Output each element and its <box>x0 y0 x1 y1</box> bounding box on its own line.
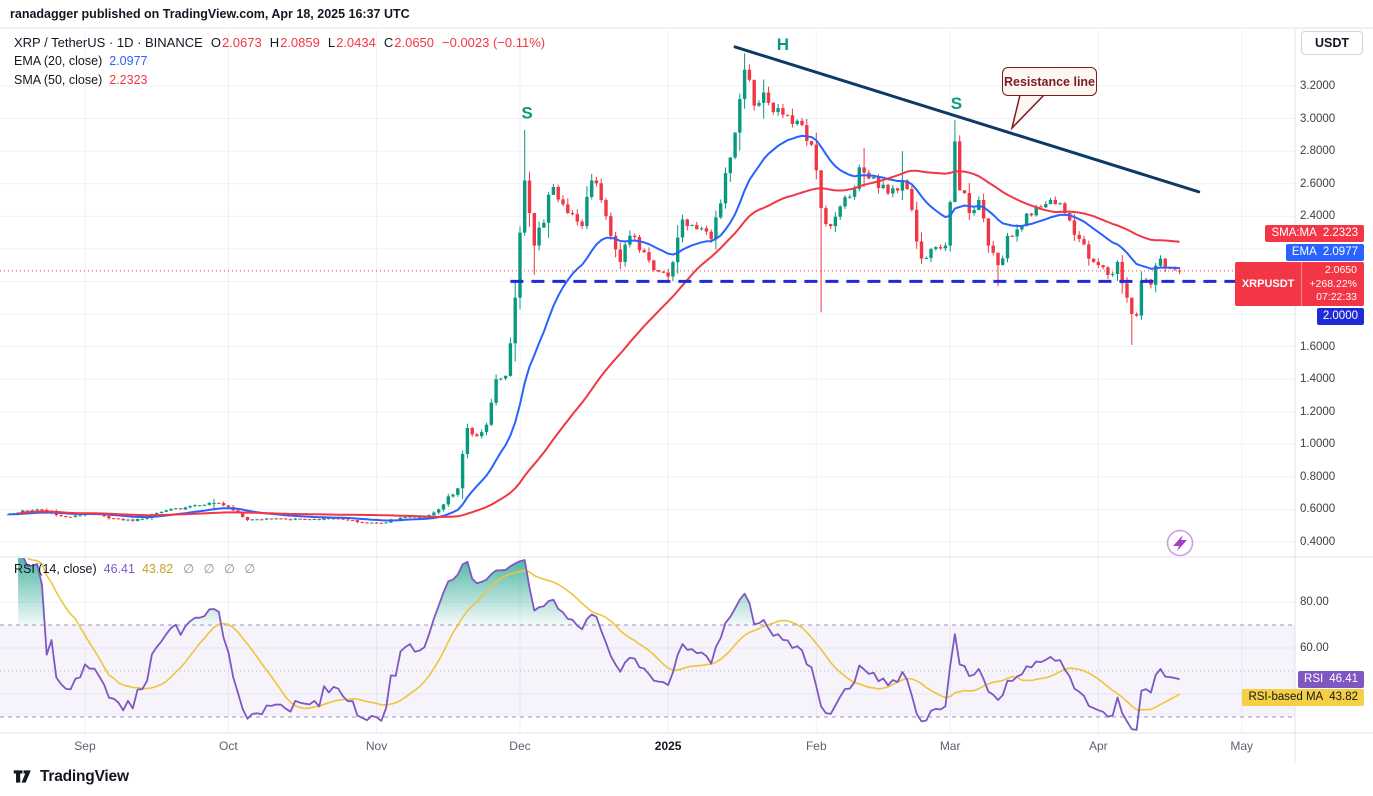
month-label: 2025 <box>654 739 682 753</box>
price-tick-label: 1.0000 <box>1300 438 1336 451</box>
rsi-indicator-label[interactable]: RSI (14, close) <box>14 562 97 576</box>
month-label: Oct <box>219 739 238 753</box>
tradingview-logo-text: TradingView <box>40 767 129 785</box>
price-tick-label: 2.8000 <box>1300 145 1336 158</box>
rsi-tick-label: 60.00 <box>1300 642 1329 654</box>
ema-badge-label: EMA <box>1291 245 1317 258</box>
rsi-badge-value: 46.41 <box>1329 672 1358 685</box>
rsi-band <box>0 625 1295 717</box>
time-axis[interactable]: Sep Oct Nov Dec 2025 Feb Mar Apr May <box>0 733 1295 763</box>
sma-price-badge: SMA:MA 2.2323 <box>1265 225 1364 243</box>
rsi-value: 46.41 <box>103 562 135 576</box>
pattern-label-s-0[interactable]: S <box>521 104 532 123</box>
rsi-ma-value: 43.82 <box>141 562 174 576</box>
price-tick-label: 1.6000 <box>1300 340 1336 353</box>
price-tick-label: 0.4000 <box>1300 535 1336 548</box>
last-price: 2.0650 <box>1324 264 1357 277</box>
change-value: −0.0023 (−0.11%) <box>442 35 546 50</box>
tradingview-logo-icon <box>13 770 31 783</box>
bar-countdown: 07:22:33 <box>1316 291 1357 304</box>
price-tick-label: 0.8000 <box>1300 470 1336 483</box>
pattern-label-h-1[interactable]: H <box>777 35 789 54</box>
high-value: 2.0859 <box>280 35 320 50</box>
rsi-overbought-fill <box>432 560 577 625</box>
last-price-badge-symbol: XRPUSDT <box>1235 262 1303 307</box>
sma-badge-label: SMA:MA <box>1271 227 1317 240</box>
rsi-tick-label: 80.00 <box>1300 596 1329 608</box>
price-tick-label: 3.0000 <box>1300 112 1336 125</box>
tradingview-branding[interactable]: TradingView <box>12 766 129 787</box>
month-label: Sep <box>74 739 96 753</box>
month-label: May <box>1230 739 1254 753</box>
symbol-title[interactable]: XRP / TetherUS · 1D · BINANCE <box>14 35 203 50</box>
price-tick-label: 2.6000 <box>1300 177 1336 190</box>
last-price-badge: XRPUSDT 2.0650 +268.22% 07:22:33 <box>1234 262 1364 307</box>
price-tick-label: 2.4000 <box>1300 210 1336 223</box>
rsi-badge-label: RSI <box>1304 672 1324 685</box>
rsi-ma-badge-label: RSI-based MA <box>1248 691 1324 704</box>
ohlc-row: XRP / TetherUS · 1D · BINANCE O2.0673 H2.0… <box>14 33 545 52</box>
change-percent: +268.22% <box>1309 277 1357 290</box>
sma-badge-value: 2.2323 <box>1322 227 1358 240</box>
rsi-overbought-fill <box>724 593 767 625</box>
flash-watermark-icon[interactable] <box>1166 529 1194 557</box>
neckline-badge-value: 2.0000 <box>1322 309 1358 322</box>
month-label: Nov <box>365 739 388 753</box>
rsi-ma-line[interactable] <box>27 558 1180 711</box>
ema-badge-value: 2.0977 <box>1322 245 1358 258</box>
rsi-legend: RSI (14, close) 46.41 43.82 ∅ ∅ ∅ ∅ <box>14 561 258 576</box>
price-pane[interactable] <box>6 53 1182 524</box>
resistance-trendline[interactable] <box>733 45 1201 194</box>
month-label: Apr <box>1088 739 1108 753</box>
price-tick-label: 1.4000 <box>1300 373 1336 386</box>
resistance-callout[interactable]: Resistance line <box>1002 67 1097 96</box>
rsi-ma-value-badge: RSI-based MA 43.82 <box>1242 689 1364 707</box>
price-axis[interactable]: 3.2000 3.0000 2.8000 2.6000 2.4000 1.6000 1.40… <box>1300 0 1372 796</box>
callout-tail <box>1010 94 1046 131</box>
pattern-label-s-2[interactable]: S <box>951 94 962 113</box>
rsi-value-badge: RSI 46.41 <box>1298 670 1364 688</box>
rsi-ma-badge-value: 43.82 <box>1329 691 1358 704</box>
candlestick-series <box>6 53 1182 524</box>
rsi-line[interactable] <box>18 556 1180 731</box>
open-label: O <box>210 35 221 50</box>
neckline-price-badge: 2.0000 <box>1316 307 1364 325</box>
month-label: Dec <box>509 739 531 753</box>
open-value: 2.0673 <box>221 35 262 50</box>
low-label: L <box>327 35 336 50</box>
pane-separators <box>0 27 1373 763</box>
ema-legend-row: EMA (20, close) 2.0977 <box>14 52 545 71</box>
ema-line[interactable] <box>8 134 1180 522</box>
month-label: Mar <box>939 739 961 753</box>
price-tick-label: 3.2000 <box>1300 80 1336 92</box>
rsi-pane[interactable] <box>0 556 1295 731</box>
sma-value: 2.2323 <box>109 73 148 87</box>
close-label: C <box>383 35 394 50</box>
low-value: 2.0434 <box>336 35 376 50</box>
close-value: 2.0650 <box>394 35 435 50</box>
currency-toggle-button[interactable]: USDT <box>1301 31 1363 55</box>
ema-price-badge: EMA 2.0977 <box>1285 243 1364 261</box>
symbol-legend: XRP / TetherUS · 1D · BINANCE O2.0673 H2.0… <box>14 33 545 90</box>
publish-info: ranadagger published on TradingView.com,… <box>10 7 410 21</box>
ema-label[interactable]: EMA (20, close) <box>14 54 103 68</box>
price-tick-label: 0.6000 <box>1300 503 1336 516</box>
sma-label[interactable]: SMA (50, close) <box>14 73 103 87</box>
ema-value: 2.0977 <box>109 54 148 68</box>
high-label: H <box>269 35 280 50</box>
sma-line[interactable] <box>17 169 1180 518</box>
rsi-empty-slots: ∅ ∅ ∅ ∅ <box>183 562 259 576</box>
rsi-overbought-fill <box>18 558 45 625</box>
month-label: Feb <box>805 739 827 753</box>
price-tick-label: 1.2000 <box>1300 405 1336 418</box>
sma-legend-row: SMA (50, close) 2.2323 <box>14 71 545 90</box>
